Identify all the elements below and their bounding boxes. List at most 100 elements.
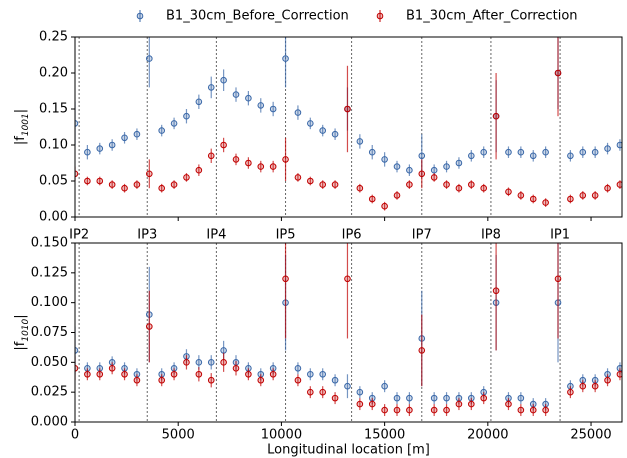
marker — [616, 181, 622, 188]
y-tick-label: 0.050 — [31, 355, 68, 370]
marker — [133, 181, 141, 188]
marker — [183, 174, 190, 181]
marker — [356, 400, 364, 408]
plot-area — [75, 37, 622, 217]
marker — [307, 370, 314, 378]
axes-frame — [74, 36, 623, 218]
marker — [344, 105, 351, 113]
marker — [146, 55, 153, 62]
legend-marker — [376, 12, 384, 20]
marker — [455, 159, 463, 167]
x-axis-label: Longitudinal location [m] — [267, 443, 430, 458]
marker — [542, 148, 549, 156]
y-axis-label: |f1010| — [13, 314, 31, 350]
marker — [430, 166, 438, 174]
y-tick-label: 0.100 — [31, 295, 68, 310]
marker — [393, 406, 401, 414]
marker — [170, 120, 178, 127]
marker — [393, 163, 401, 170]
marker — [282, 55, 289, 62]
marker — [356, 184, 364, 192]
y-tick-label: 0.075 — [31, 325, 68, 340]
marker — [368, 400, 376, 408]
marker — [542, 199, 549, 206]
marker — [96, 177, 104, 185]
marker — [567, 195, 574, 203]
x-tick-label: 0 — [71, 428, 79, 443]
ip-label: IP2 — [69, 228, 89, 243]
marker — [307, 120, 314, 127]
marker — [207, 359, 215, 366]
marker — [517, 394, 525, 402]
marker — [319, 370, 326, 378]
axes-frame — [74, 242, 623, 423]
ip-label: IP3 — [137, 228, 157, 243]
marker — [505, 400, 512, 408]
marker — [257, 376, 265, 384]
marker — [517, 148, 525, 156]
marker — [393, 394, 401, 402]
y-label-part: | — [13, 314, 28, 318]
marker — [443, 406, 450, 414]
marker — [269, 105, 277, 113]
marker — [195, 166, 203, 174]
marker — [195, 370, 203, 378]
marker — [604, 376, 611, 384]
marker — [567, 152, 574, 160]
marker — [604, 184, 611, 192]
y-tick-label: 0.00 — [39, 210, 68, 225]
marker — [245, 370, 252, 378]
y-label-part: 1001 — [21, 113, 31, 136]
marker — [591, 148, 599, 156]
marker — [616, 370, 622, 378]
marker — [170, 181, 178, 188]
marker — [307, 388, 314, 396]
marker — [591, 382, 599, 390]
marker — [158, 127, 165, 134]
marker — [220, 359, 227, 366]
marker — [294, 376, 302, 384]
marker — [517, 406, 525, 414]
marker — [232, 156, 240, 163]
marker — [554, 69, 562, 77]
marker — [542, 406, 549, 414]
marker — [195, 359, 203, 366]
marker — [207, 376, 215, 384]
marker — [307, 177, 314, 185]
marker — [331, 394, 339, 402]
marker — [381, 156, 388, 163]
y-label-part: | — [13, 109, 28, 113]
marker — [183, 359, 190, 366]
marker — [418, 347, 426, 354]
marker — [406, 394, 413, 402]
marker — [368, 148, 376, 156]
marker — [75, 120, 79, 127]
marker — [195, 98, 203, 106]
plot-area — [75, 243, 622, 422]
marker — [183, 112, 190, 120]
marker — [331, 181, 339, 188]
y-label-part: |f — [13, 136, 28, 145]
marker — [331, 376, 339, 384]
y-tick-label: 0.125 — [31, 265, 68, 280]
marker — [75, 170, 79, 178]
marker — [430, 174, 438, 181]
marker — [406, 166, 413, 174]
marker — [567, 388, 574, 396]
marker — [430, 394, 438, 402]
marker — [468, 152, 475, 160]
y-tick-label: 0.15 — [39, 102, 68, 117]
marker — [121, 370, 128, 378]
marker — [84, 370, 91, 378]
marker — [505, 188, 512, 196]
x-tick-label: 25000 — [570, 428, 611, 443]
marker — [468, 181, 475, 188]
marker — [616, 141, 622, 149]
y-tick-label: 0.000 — [31, 415, 68, 430]
x-tick-label: 15000 — [364, 428, 405, 443]
marker — [319, 388, 326, 396]
marker — [468, 400, 475, 408]
x-tick-label: 20000 — [467, 428, 508, 443]
marker — [529, 152, 537, 160]
marker — [344, 275, 351, 283]
